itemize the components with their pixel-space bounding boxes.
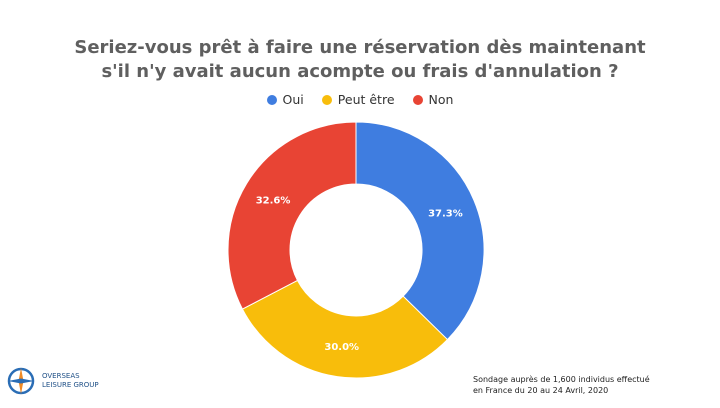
chart-title: Seriez-vous prêt à faire une réservation… xyxy=(0,36,720,84)
source-note: Sondage auprès de 1,600 individus effect… xyxy=(473,374,713,396)
legend-item-oui: Oui xyxy=(266,92,304,107)
legend-dot-oui xyxy=(266,94,277,105)
donut-data-labels: 37.3% 30.0% 32.6% xyxy=(256,196,463,353)
legend-dot-peut-etre xyxy=(321,94,332,105)
legend-label-oui: Oui xyxy=(282,92,304,107)
overseas-leisure-group-logo: OVERSEAS LEISURE GROUP xyxy=(6,366,99,396)
donut-slice-peut-tre xyxy=(241,279,449,379)
legend-label-non: Non xyxy=(428,92,454,107)
source-line-2: en France du 20 au 24 Avril, 2020 xyxy=(473,386,609,395)
legend-dot-non xyxy=(412,94,423,105)
logo-line-2: LEISURE GROUP xyxy=(42,381,99,389)
logo-line-1: OVERSEAS xyxy=(42,372,80,380)
data-label-non: 32.6% xyxy=(256,196,291,207)
compass-icon xyxy=(7,367,35,395)
chart-legend: Oui Peut être Non xyxy=(0,92,720,107)
donut-slice-non xyxy=(227,121,357,310)
logo-text: OVERSEAS LEISURE GROUP xyxy=(42,372,99,390)
data-label-peut-tre: 30.0% xyxy=(324,342,359,353)
legend-item-non: Non xyxy=(412,92,454,107)
chart-title-line-2: s'il n'y avait aucun acompte ou frais d'… xyxy=(101,61,619,82)
chart-title-line-1: Seriez-vous prêt à faire une réservation… xyxy=(74,37,646,58)
donut-slice-oui xyxy=(355,121,485,341)
donut-slices xyxy=(227,121,485,379)
source-line-1: Sondage auprès de 1,600 individus effect… xyxy=(473,375,650,384)
data-label-oui: 37.3% xyxy=(428,208,463,219)
legend-label-peut-etre: Peut être xyxy=(337,92,395,107)
legend-item-peut-etre: Peut être xyxy=(321,92,395,107)
